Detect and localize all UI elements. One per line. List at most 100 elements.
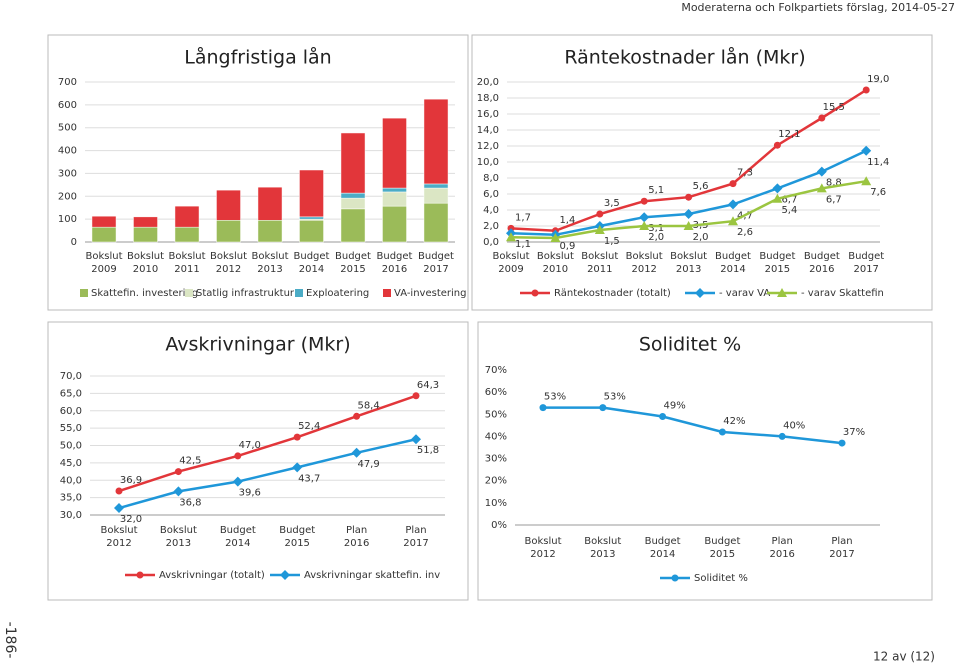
x-tick-label: Budget 2015 bbox=[704, 536, 740, 560]
point bbox=[639, 212, 650, 223]
point bbox=[599, 404, 607, 412]
point bbox=[683, 221, 694, 230]
y-tick-label: 700 bbox=[58, 77, 77, 88]
y-tick-label: 50% bbox=[485, 409, 507, 420]
y-tick-label: 10,0 bbox=[477, 157, 499, 168]
point bbox=[685, 193, 693, 201]
value-label: 1,1 bbox=[515, 239, 531, 250]
y-tick-label: 18,0 bbox=[477, 93, 499, 104]
line bbox=[543, 406, 843, 445]
y-tick-label: 100 bbox=[58, 214, 77, 225]
x-tick-label: Bokslut 2009 bbox=[85, 251, 122, 275]
value-label: 2,0 bbox=[693, 232, 709, 243]
legend-label: - varav VA bbox=[719, 288, 770, 299]
x-tick-label: Budget 2014 bbox=[715, 251, 751, 275]
point bbox=[729, 180, 737, 188]
legend-label: Avskrivningar (totalt) bbox=[159, 570, 265, 581]
y-tick-label: 0% bbox=[491, 520, 507, 531]
value-label: 1,4 bbox=[559, 215, 575, 226]
y-tick-label: 30% bbox=[485, 454, 507, 465]
point bbox=[728, 199, 738, 210]
bar-segment bbox=[216, 189, 241, 221]
value-label: 5,1 bbox=[648, 185, 664, 196]
value-label: 39,6 bbox=[239, 488, 261, 499]
x-tick-label: Budget 2016 bbox=[377, 251, 413, 275]
value-label: 47,9 bbox=[357, 459, 379, 470]
point bbox=[838, 439, 846, 447]
value-label: 49% bbox=[663, 401, 685, 412]
y-tick-label: 4,0 bbox=[483, 205, 499, 216]
bar-segment bbox=[423, 98, 449, 185]
value-label: 5,4 bbox=[781, 205, 797, 216]
y-tick-label: 8,0 bbox=[483, 173, 499, 184]
bar-segment bbox=[423, 183, 449, 189]
point bbox=[772, 183, 783, 194]
bar-segment bbox=[382, 205, 407, 243]
y-tick-label: 500 bbox=[58, 123, 77, 134]
chart-title: Soliditet % bbox=[639, 334, 741, 356]
bar-segment bbox=[299, 216, 324, 220]
legend-label: Skattefin. investering bbox=[91, 288, 198, 299]
y-tick-label: 55,0 bbox=[60, 423, 82, 434]
point bbox=[173, 486, 184, 497]
value-label: 6,7 bbox=[781, 194, 797, 205]
bar-segment bbox=[133, 226, 158, 243]
panel bbox=[471, 34, 933, 311]
y-tick-label: 40,0 bbox=[60, 475, 82, 486]
point bbox=[293, 433, 301, 441]
y-tick-label: 6,0 bbox=[483, 189, 499, 200]
panel bbox=[477, 321, 933, 601]
value-label: 32,0 bbox=[120, 514, 142, 525]
point bbox=[539, 404, 547, 412]
value-label: 15,5 bbox=[823, 102, 845, 113]
value-label: 64,3 bbox=[417, 380, 439, 391]
x-tick-label: Bokslut 2012 bbox=[524, 536, 561, 560]
line bbox=[118, 438, 417, 510]
point bbox=[816, 183, 827, 193]
bar-segment bbox=[174, 205, 200, 228]
bar-segment bbox=[257, 220, 283, 243]
bar-segment bbox=[423, 202, 449, 243]
point bbox=[232, 476, 243, 487]
legend-marker bbox=[136, 571, 144, 579]
legend-label: - varav Skattefin bbox=[801, 288, 884, 299]
line bbox=[118, 394, 417, 493]
x-tick-label: Plan 2017 bbox=[403, 525, 428, 549]
x-tick-label: Budget 2016 bbox=[804, 251, 840, 275]
point bbox=[861, 145, 872, 156]
value-label: 40% bbox=[783, 420, 805, 431]
point bbox=[115, 487, 123, 495]
point bbox=[861, 176, 872, 186]
y-tick-label: 30,0 bbox=[60, 510, 82, 521]
x-tick-label: Bokslut 2010 bbox=[537, 251, 574, 275]
y-tick-label: 40% bbox=[485, 431, 507, 442]
x-tick-label: Bokslut 2011 bbox=[581, 251, 618, 275]
x-tick-label: Budget 2015 bbox=[759, 251, 795, 275]
legend-marker bbox=[531, 289, 539, 297]
y-tick-label: 45,0 bbox=[60, 458, 82, 469]
x-tick-label: Plan 2016 bbox=[769, 536, 794, 560]
point bbox=[114, 503, 124, 514]
x-tick-label: Bokslut 2009 bbox=[492, 251, 529, 275]
value-label: 7,6 bbox=[870, 187, 886, 198]
chart-title: Räntekostnader lån (Mkr) bbox=[564, 46, 805, 69]
value-label: 37% bbox=[843, 427, 865, 438]
value-label: 19,0 bbox=[867, 74, 889, 85]
bar-segment bbox=[340, 192, 366, 199]
legend-swatch bbox=[295, 289, 303, 297]
value-label: 8,8 bbox=[826, 178, 842, 189]
point bbox=[778, 432, 786, 440]
point bbox=[816, 166, 827, 177]
page-number: 12 av (12) bbox=[873, 650, 935, 664]
legend-label: Exploatering bbox=[306, 288, 369, 299]
legend-label: Soliditet % bbox=[694, 573, 748, 584]
point bbox=[728, 216, 738, 226]
y-tick-label: 50,0 bbox=[60, 441, 82, 452]
x-tick-label: Bokslut 2013 bbox=[160, 525, 197, 549]
point bbox=[773, 141, 781, 149]
x-tick-label: Bokslut 2013 bbox=[251, 251, 288, 275]
x-tick-label: Budget 2014 bbox=[645, 536, 681, 560]
bar-segment bbox=[423, 187, 449, 204]
legend-swatch bbox=[80, 289, 88, 297]
point bbox=[351, 447, 362, 458]
